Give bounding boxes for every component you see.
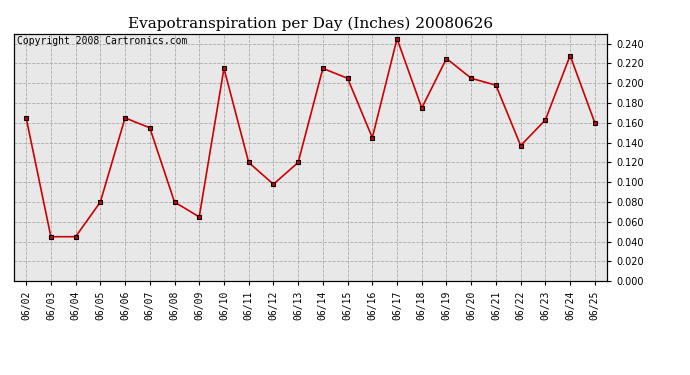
Text: Copyright 2008 Cartronics.com: Copyright 2008 Cartronics.com <box>17 36 187 46</box>
Title: Evapotranspiration per Day (Inches) 20080626: Evapotranspiration per Day (Inches) 2008… <box>128 17 493 31</box>
